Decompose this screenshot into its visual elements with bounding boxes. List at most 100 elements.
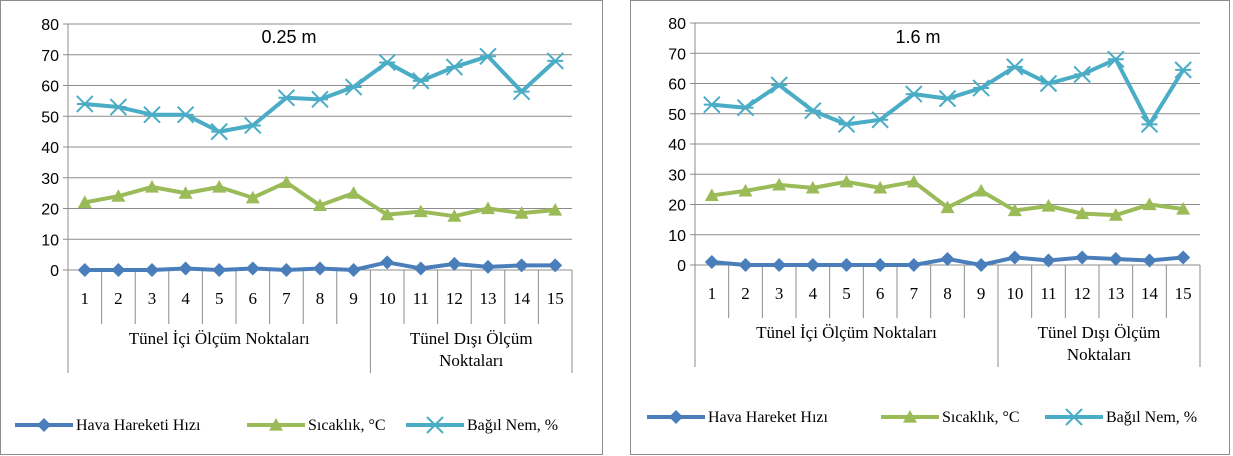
data-point <box>839 174 854 188</box>
data-point <box>839 258 854 272</box>
y-tick-label: 20 <box>41 202 59 219</box>
y-tick-label: 0 <box>677 258 686 275</box>
chart-title: 0.25 m <box>261 27 316 47</box>
data-point <box>145 179 159 193</box>
group-label: Tünel İçi Ölçüm Noktaları <box>756 323 937 342</box>
data-point <box>1075 250 1090 265</box>
data-point <box>1041 253 1056 268</box>
chart-panel-left: 0 10 20 30 40 50 60 70 80 1 2 3 4 5 6 7 8 9 10 11 12 13 14 15 Tü… <box>0 0 603 455</box>
x-tick-label: 9 <box>349 289 358 308</box>
x-tick-label: 5 <box>842 284 851 303</box>
group-label: Noktaları <box>439 351 503 370</box>
y-tick-label: 80 <box>668 16 686 33</box>
series-line <box>84 54 557 134</box>
data-point <box>703 95 721 114</box>
legend-label: Bağıl Nem, % <box>1106 409 1197 426</box>
y-tick-label: 0 <box>50 263 59 280</box>
legend-label: Hava Hareketi Hızı <box>76 417 201 434</box>
data-point <box>76 95 94 113</box>
y-tick-label: 50 <box>41 109 59 126</box>
data-point <box>178 186 193 199</box>
data-point <box>277 89 296 107</box>
legend-entry: Hava Hareketi Hızı <box>15 417 201 434</box>
series-0 <box>77 255 563 277</box>
data-point <box>1073 65 1091 84</box>
x-tick-label: 1 <box>81 289 90 308</box>
data-point <box>245 261 260 276</box>
x-tick-label: 4 <box>181 289 190 308</box>
data-point <box>212 179 227 193</box>
y-tick-label: 50 <box>668 107 686 124</box>
data-point <box>938 89 957 108</box>
data-point <box>940 200 955 214</box>
legend-entry: Sıcaklık, °C <box>881 409 1020 426</box>
data-point <box>1176 250 1191 265</box>
data-point <box>873 180 888 194</box>
data-point <box>906 174 921 188</box>
y-tick-label: 40 <box>668 137 686 154</box>
data-point <box>378 53 396 72</box>
x-tick-label: 8 <box>943 284 952 303</box>
legend-marker <box>1065 408 1083 426</box>
data-point <box>837 115 856 134</box>
data-point <box>77 195 92 208</box>
legend-entry: Bağıl Nem, % <box>406 416 558 434</box>
x-tick-label: 13 <box>1107 284 1124 303</box>
y-tick-label: 40 <box>41 140 59 157</box>
data-point <box>906 258 921 272</box>
x-tick-label: 14 <box>513 289 531 308</box>
legend-marker <box>669 410 683 424</box>
y-tick-label: 10 <box>668 228 686 245</box>
legend-marker <box>426 416 444 434</box>
data-point <box>279 263 294 277</box>
data-point <box>344 78 363 96</box>
x-tick-label: 12 <box>1074 284 1091 303</box>
data-point <box>704 254 719 269</box>
legend-label: Hava Hareket Hızı <box>708 409 828 426</box>
x-tick-label: 10 <box>1006 284 1023 303</box>
y-tick-label: 60 <box>668 77 686 94</box>
data-point <box>313 261 327 276</box>
data-point <box>873 258 888 272</box>
data-point <box>111 263 126 277</box>
data-point <box>805 258 820 272</box>
data-point <box>313 198 327 212</box>
data-point <box>1176 202 1191 215</box>
data-point <box>1107 50 1125 69</box>
data-point <box>512 82 531 101</box>
data-point <box>704 188 719 202</box>
data-point <box>245 190 260 204</box>
data-point <box>1039 74 1058 93</box>
data-point <box>413 204 428 218</box>
data-point <box>412 72 430 90</box>
x-tick-label: 14 <box>1141 284 1159 303</box>
x-tick-label: 13 <box>480 289 497 308</box>
x-tick-label: 7 <box>282 289 291 308</box>
data-point <box>546 52 564 70</box>
data-point <box>1142 197 1157 211</box>
data-point <box>447 209 462 222</box>
y-tick-label: 10 <box>41 232 59 249</box>
legend-marker <box>903 410 917 423</box>
x-tick-label: 11 <box>1040 284 1056 303</box>
legend-marker <box>37 418 51 432</box>
legend-label: Bağıl Nem, % <box>467 417 558 434</box>
data-point <box>548 258 563 273</box>
series-line <box>711 57 1185 127</box>
legend-label: Sıcaklık, °C <box>942 409 1020 426</box>
data-point <box>1174 61 1192 79</box>
series-2 <box>76 47 564 141</box>
data-point <box>738 258 753 272</box>
y-tick-label: 30 <box>41 171 59 188</box>
data-point <box>548 203 563 216</box>
data-point <box>481 259 495 274</box>
legend-entry: Bağıl Nem, % <box>1045 408 1197 426</box>
data-point <box>974 258 989 272</box>
series-0 <box>704 250 1191 272</box>
data-point <box>143 106 161 124</box>
x-tick-label: 2 <box>114 289 123 308</box>
x-tick-label: 4 <box>809 284 818 303</box>
x-tick-label: 12 <box>446 289 463 308</box>
y-tick-label: 30 <box>668 167 686 184</box>
